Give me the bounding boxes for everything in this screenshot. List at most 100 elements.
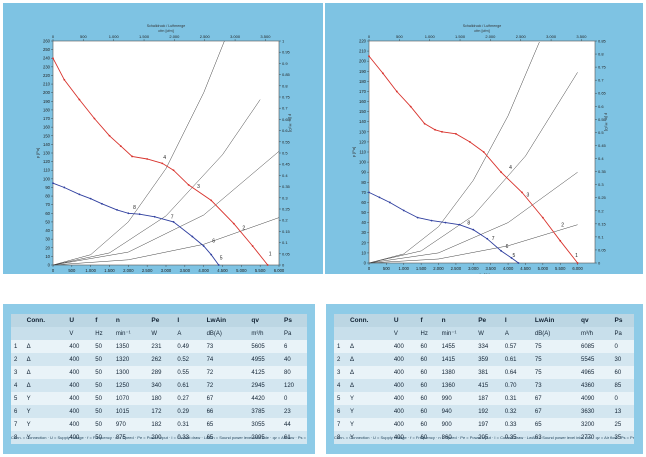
operating-point-label: 1: [269, 251, 272, 257]
table-cell: 180: [148, 392, 175, 405]
y-tick-label: 40: [45, 228, 50, 233]
y-tick-label: 180: [43, 107, 51, 112]
x-tick-label: 1.000: [85, 268, 96, 273]
table-cell: 6085: [577, 340, 612, 353]
y-tick-label: 60: [45, 211, 50, 216]
table-cell: A: [174, 327, 204, 340]
y-tick-label: 110: [359, 150, 366, 155]
table-cell: 5605: [248, 340, 281, 353]
curve-point: [217, 264, 220, 266]
system-curve: [52, 217, 280, 266]
table-row: 5 Y 400 60 990 187 0.31 67 4090 0: [334, 392, 634, 405]
y-tick-label: 190: [359, 69, 367, 74]
system-curve: [368, 224, 578, 264]
curve-point: [455, 132, 457, 135]
table-cell: 7: [334, 418, 347, 431]
table-cell: [334, 314, 347, 327]
y-tick-label: 150: [43, 133, 51, 138]
right-tick-label: 0.75: [282, 95, 291, 100]
y-tick-label: 210: [43, 82, 51, 87]
table-cell: 50: [92, 366, 113, 379]
right-tick-label: 0: [598, 261, 601, 266]
curve-point: [382, 72, 384, 75]
curve-point: [153, 215, 156, 218]
right-tick-label: 0.8: [282, 83, 288, 88]
table-cell: 44: [281, 418, 307, 431]
table-row: 3 Δ 400 50 1300 289 0.55 72 4125 80: [11, 366, 307, 379]
y-tick-label: 120: [43, 159, 51, 164]
y-tick-label: 40: [361, 220, 366, 225]
curve-point: [521, 191, 523, 194]
right-tick-label: 0.1: [282, 240, 288, 245]
curve-point: [89, 197, 92, 200]
right-tick-label: 0.2: [598, 208, 604, 213]
curve-point: [78, 98, 81, 101]
table-cell: 13: [611, 405, 634, 418]
right-tick-label: 0.15: [282, 229, 291, 234]
operating-point-label: 3: [197, 184, 200, 190]
table-cell: 0.35: [501, 431, 532, 444]
table-cell: 75: [531, 353, 578, 366]
right-tick-label: 0.6: [598, 104, 604, 109]
curve-point: [187, 183, 190, 186]
table-cell: 72: [203, 379, 249, 392]
right-tick-label: 0.05: [598, 247, 607, 252]
table-cell: 80: [281, 366, 307, 379]
table-cell: 0.31: [501, 392, 532, 405]
table-cell: 1415: [438, 353, 476, 366]
table-cell: LwAin: [203, 314, 249, 327]
curve-point: [146, 158, 149, 160]
table-cell: 359: [475, 353, 502, 366]
right-tick-label: 0.05: [282, 251, 291, 256]
curve-point: [388, 201, 391, 204]
right-tick-label: 0.9: [282, 61, 288, 66]
table-cell: 3200: [577, 418, 612, 431]
curve-point: [251, 245, 254, 247]
table-cell: 60: [417, 418, 439, 431]
x-tick-label: 5.000: [236, 268, 247, 273]
table-cell: 50: [92, 353, 113, 366]
table-cell: [11, 327, 24, 340]
table-cell: 40: [281, 353, 307, 366]
table-cell: 200: [148, 431, 175, 444]
operating-point-label: 2: [242, 226, 245, 232]
table-cell: 5545: [577, 353, 612, 366]
y-tick-label: 20: [361, 240, 366, 245]
table-cell: 334: [475, 340, 502, 353]
table-cell: 50: [92, 379, 113, 392]
table-cell: 75: [531, 340, 578, 353]
x-tick-label: 3.500: [485, 266, 496, 271]
table-cell: 0: [611, 392, 634, 405]
table-cell: 2: [334, 353, 347, 366]
y-tick-label: 160: [359, 99, 367, 104]
table-cell: 0: [611, 340, 634, 353]
table-cell: 900: [438, 418, 476, 431]
table-cell: 990: [438, 392, 476, 405]
curve-point: [202, 245, 205, 247]
right-tick-label: 0.25: [282, 207, 291, 212]
table-cell: 4: [11, 379, 24, 392]
table-cell: 0.61: [501, 353, 532, 366]
table-cell: 50: [92, 405, 113, 418]
table-cell: 187: [475, 392, 502, 405]
y-tick-label: 80: [45, 194, 50, 199]
x-axis-title: qv [m³/h]: [474, 272, 490, 274]
right-tick-label: 0.1: [598, 234, 604, 239]
right-tick-label: 0.5: [598, 130, 604, 135]
right-tick-label: 0.45: [282, 162, 291, 167]
right-tick-label: 0.65: [598, 91, 607, 96]
right-tick-label: 0.6: [282, 128, 288, 133]
curve-point: [395, 90, 398, 93]
table-cell: m³/h: [577, 327, 612, 340]
curve-point: [468, 141, 471, 143]
y-tick-label: 150: [359, 109, 367, 114]
table-cell: 197: [475, 418, 502, 431]
table-cell: 0.57: [501, 340, 532, 353]
table-cell: 60: [417, 405, 439, 418]
x-tick-label: 4.000: [503, 266, 514, 271]
table-cell: 172: [148, 405, 175, 418]
table-cell: Y: [23, 392, 67, 405]
y-tick-label: 30: [45, 237, 50, 242]
y-tick-label: 90: [361, 170, 366, 175]
